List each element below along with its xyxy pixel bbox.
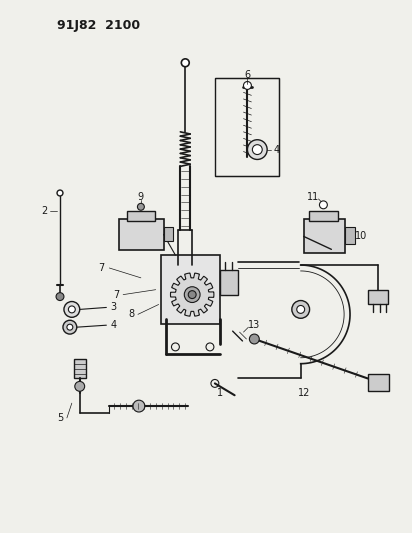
- Bar: [368, 289, 388, 304]
- Text: 12: 12: [297, 388, 310, 398]
- Text: 8: 8: [128, 309, 134, 319]
- Text: 7: 7: [113, 289, 119, 300]
- Text: 11: 11: [307, 192, 320, 202]
- Bar: [215, 78, 279, 176]
- Circle shape: [75, 382, 84, 391]
- Bar: [127, 211, 154, 221]
- Bar: [345, 227, 355, 244]
- Bar: [368, 374, 389, 391]
- Circle shape: [56, 293, 64, 301]
- Bar: [161, 255, 220, 324]
- Text: 4: 4: [274, 144, 280, 155]
- Text: 10: 10: [355, 231, 367, 241]
- Circle shape: [57, 190, 63, 196]
- Circle shape: [68, 306, 75, 313]
- Circle shape: [249, 334, 259, 344]
- Bar: [74, 359, 86, 378]
- Circle shape: [253, 144, 262, 155]
- Bar: [220, 270, 238, 295]
- Bar: [119, 219, 164, 250]
- Text: 7: 7: [98, 263, 105, 273]
- Text: 4: 4: [110, 320, 116, 330]
- Text: 5: 5: [57, 413, 63, 423]
- Circle shape: [188, 290, 196, 298]
- Text: 91J82  2100: 91J82 2100: [57, 19, 140, 32]
- Polygon shape: [171, 273, 214, 316]
- Circle shape: [64, 302, 80, 317]
- Text: 2: 2: [41, 206, 47, 216]
- Circle shape: [133, 400, 145, 412]
- Circle shape: [292, 301, 309, 318]
- Circle shape: [184, 287, 200, 303]
- Text: 13: 13: [248, 320, 260, 330]
- Circle shape: [67, 324, 73, 330]
- Circle shape: [63, 320, 77, 334]
- Text: 6: 6: [244, 70, 250, 79]
- Circle shape: [319, 201, 328, 209]
- Text: 9: 9: [138, 192, 144, 202]
- Bar: [164, 227, 173, 241]
- Circle shape: [297, 305, 304, 313]
- Bar: [309, 211, 338, 221]
- Text: 3: 3: [110, 302, 116, 312]
- Circle shape: [138, 204, 144, 211]
- Circle shape: [181, 59, 189, 67]
- Text: 1: 1: [217, 388, 223, 398]
- Bar: [304, 219, 345, 253]
- Circle shape: [243, 82, 251, 90]
- Circle shape: [248, 140, 267, 159]
